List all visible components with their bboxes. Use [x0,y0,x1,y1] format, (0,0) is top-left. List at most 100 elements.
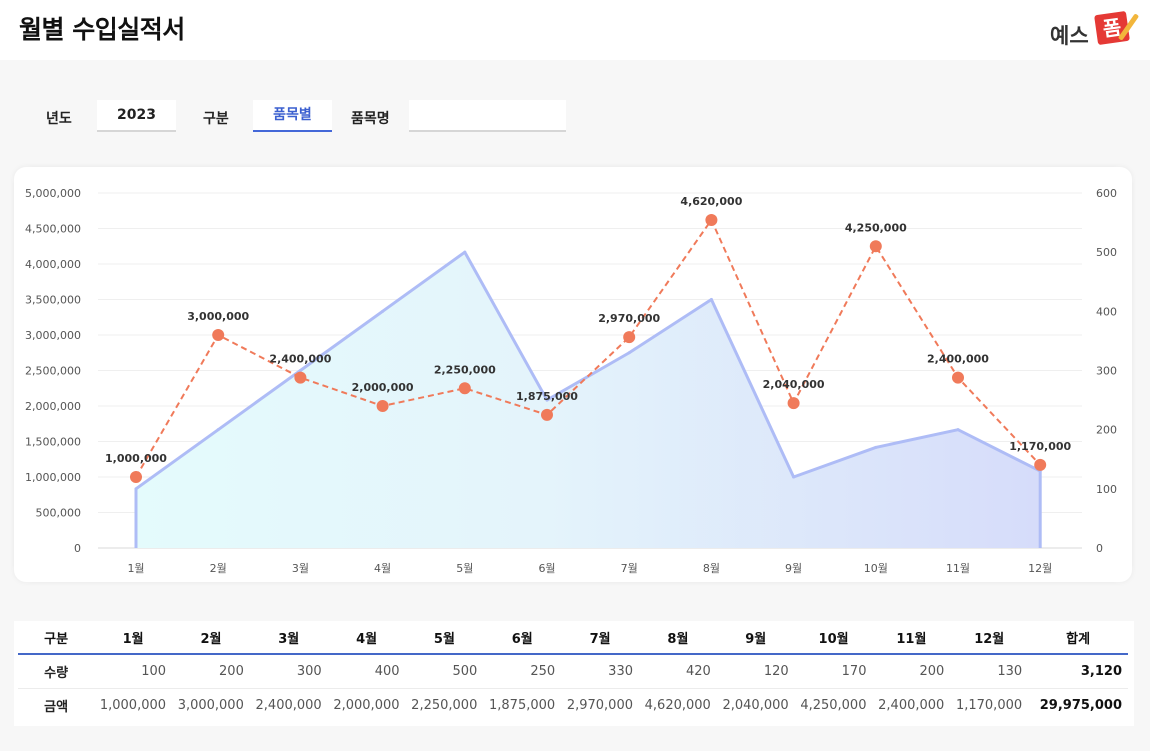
table-cell: 4,620,000 [644,698,711,713]
amount-data-label: 2,250,000 [434,363,496,376]
table-cell: 420 [639,654,717,689]
x-axis-tick-label: 3월 [292,562,309,575]
left-axis-tick-label: 2,500,000 [25,365,81,378]
quantity-point [463,250,467,254]
table-row-label: 수량 [18,654,95,689]
amount-point [541,408,553,421]
left-axis-tick-label: 5,000,000 [25,187,81,200]
right-axis-tick-label: 200 [1096,424,1117,437]
table-header-month: 3월 [249,621,328,655]
summary-table: 구분 1월 2월 3월 4월 5월 6월 7월 8월 9월 10월 11월 12월 합계 수량 100 200… [18,621,1128,722]
table-cell: 400 [327,654,406,689]
quantity-area-fill [136,252,1041,548]
left-axis-tick-label: 3,500,000 [25,294,81,307]
left-axis-tick-label: 2,000,000 [25,400,81,413]
amount-data-label: 4,250,000 [845,221,907,234]
table-header-month: 6월 [483,621,562,655]
left-axis-tick-label: 500,000 [36,507,82,520]
x-axis-tick-label: 6월 [538,562,555,575]
table-header-month: 4월 [327,621,406,655]
quantity-point [627,351,631,355]
right-axis-tick-label: 400 [1096,305,1117,318]
amount-point [952,371,964,384]
quantity-point [298,369,302,372]
right-axis-tick-label: 300 [1096,365,1117,378]
amount-data-label: 3,000,000 [187,310,249,323]
table-cell: 120 [716,654,795,689]
table-cell: 130 [950,654,1029,689]
left-axis-tick-label: 3,000,000 [25,329,81,342]
table-header-month: 10월 [794,621,873,655]
quantity-point [134,487,138,491]
amount-point [376,400,389,412]
right-axis-tick-label: 600 [1096,187,1117,200]
x-axis-tick-label: 1월 [127,562,144,575]
table-cell: 100 [94,654,173,689]
type-select[interactable]: 품목별 [253,100,332,132]
amount-point [130,471,142,483]
left-axis-tick-label: 0 [74,542,81,555]
brand-logo[interactable]: 예스 폼 [1050,10,1140,52]
amount-data-label: 4,620,000 [680,195,742,208]
left-axis-tick-label: 4,500,000 [25,223,81,236]
table-header-category: 구분 [18,621,95,655]
x-axis-tick-label: 11월 [946,562,970,575]
quantity-point [709,298,713,301]
x-axis-tick-label: 12월 [1028,562,1052,575]
table-total-cell: 29,975,000 [1039,698,1122,713]
table-cell: 300 [249,654,328,689]
right-axis-tick-label: 100 [1096,483,1117,496]
table-header-month: 7월 [561,621,639,655]
left-axis-tick-label: 4,000,000 [25,258,81,271]
table-row: 금액 1,000,000 3,000,000 2,400,000 2,000,000 2,… [18,689,1128,723]
table-header-month: 5월 [405,621,484,655]
summary-table-card: 구분 1월 2월 3월 4월 5월 6월 7월 8월 9월 10월 11월 12월 합계 수량 100 200… [14,621,1134,726]
table-header-row: 구분 1월 2월 3월 4월 5월 6월 7월 8월 9월 10월 11월 12월 합계 [18,621,1128,655]
table-header-month: 8월 [639,621,717,655]
table-cell: 500 [405,654,484,689]
item-name-label: 품목명 [351,111,390,127]
amount-data-label: 1,000,000 [105,452,167,465]
x-axis-tick-label: 4월 [374,562,391,575]
logo-text: 예스 [1050,24,1089,48]
table-cell: 1,875,000 [489,698,556,713]
table-header-month: 1월 [94,621,173,655]
quantity-point [545,398,549,402]
quantity-point [216,428,220,432]
amount-data-label: 2,400,000 [927,353,989,366]
table-header-month: 12월 [950,621,1029,655]
table-cell: 200 [172,654,250,689]
amount-line [135,217,1041,478]
amount-point [869,240,882,253]
left-axis-tick-label: 1,500,000 [25,436,81,449]
table-cell: 200 [872,654,951,689]
page-title: 월별 수입실적서 [19,15,185,44]
table-total-cell: 3,120 [1028,654,1128,689]
x-axis-tick-label: 8월 [703,562,720,575]
amount-point [1034,458,1047,471]
table-row-label: 금액 [44,700,69,715]
chart-card: 1,000,000 3,000,000 2,400,000 2,000,000 2,25… [14,167,1132,582]
year-label: 년도 [46,111,72,127]
table-header-total: 합계 [1028,621,1128,655]
table-cell: 250 [483,654,562,689]
year-select[interactable]: 2023 [97,100,176,132]
table-cell: 4,250,000 [800,698,867,713]
table-cell: 2,000,000 [333,698,400,713]
right-axis-tick-label: 500 [1096,246,1117,259]
amount-data-label: 2,970,000 [598,312,660,325]
quantity-point [792,475,796,479]
monthly-import-chart: 1,000,000 3,000,000 2,400,000 2,000,000 2,25… [25,187,1117,575]
amount-data-label: 2,040,000 [763,378,825,391]
quantity-point [381,309,385,313]
x-axis-tick-label: 2월 [210,562,227,575]
table-cell: 1,170,000 [955,698,1023,713]
x-axis-tick-label: 10월 [864,562,888,575]
item-name-input[interactable] [409,100,566,132]
table-cell: 2,040,000 [722,698,789,713]
x-axis-tick-label: 5월 [456,562,473,575]
table-header-month: 9월 [716,621,795,655]
amount-point [705,213,718,226]
amount-point [294,371,307,384]
header: 월별 수입실적서 예스 폼 [0,0,1150,60]
